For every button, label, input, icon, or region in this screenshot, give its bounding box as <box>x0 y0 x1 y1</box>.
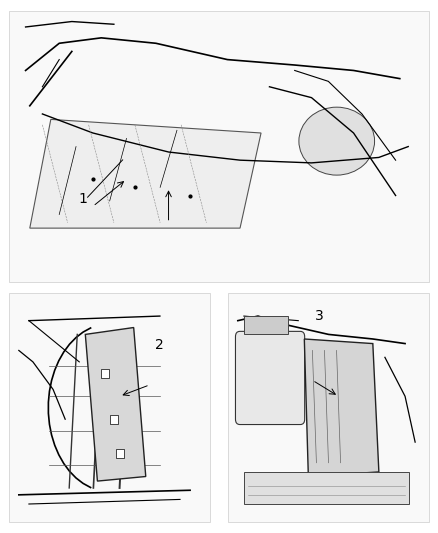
Bar <box>9 293 210 522</box>
Bar <box>110 415 117 424</box>
Bar <box>9 11 429 282</box>
Polygon shape <box>30 119 261 228</box>
Polygon shape <box>85 327 146 481</box>
Bar <box>116 449 124 458</box>
Bar <box>228 293 429 522</box>
Ellipse shape <box>299 107 374 175</box>
Bar <box>244 472 409 504</box>
Polygon shape <box>304 339 379 477</box>
Text: 2: 2 <box>155 338 164 352</box>
Bar <box>102 369 110 378</box>
Text: 1: 1 <box>79 191 88 206</box>
Bar <box>244 316 288 334</box>
FancyBboxPatch shape <box>236 332 305 424</box>
Text: 3: 3 <box>315 309 324 323</box>
